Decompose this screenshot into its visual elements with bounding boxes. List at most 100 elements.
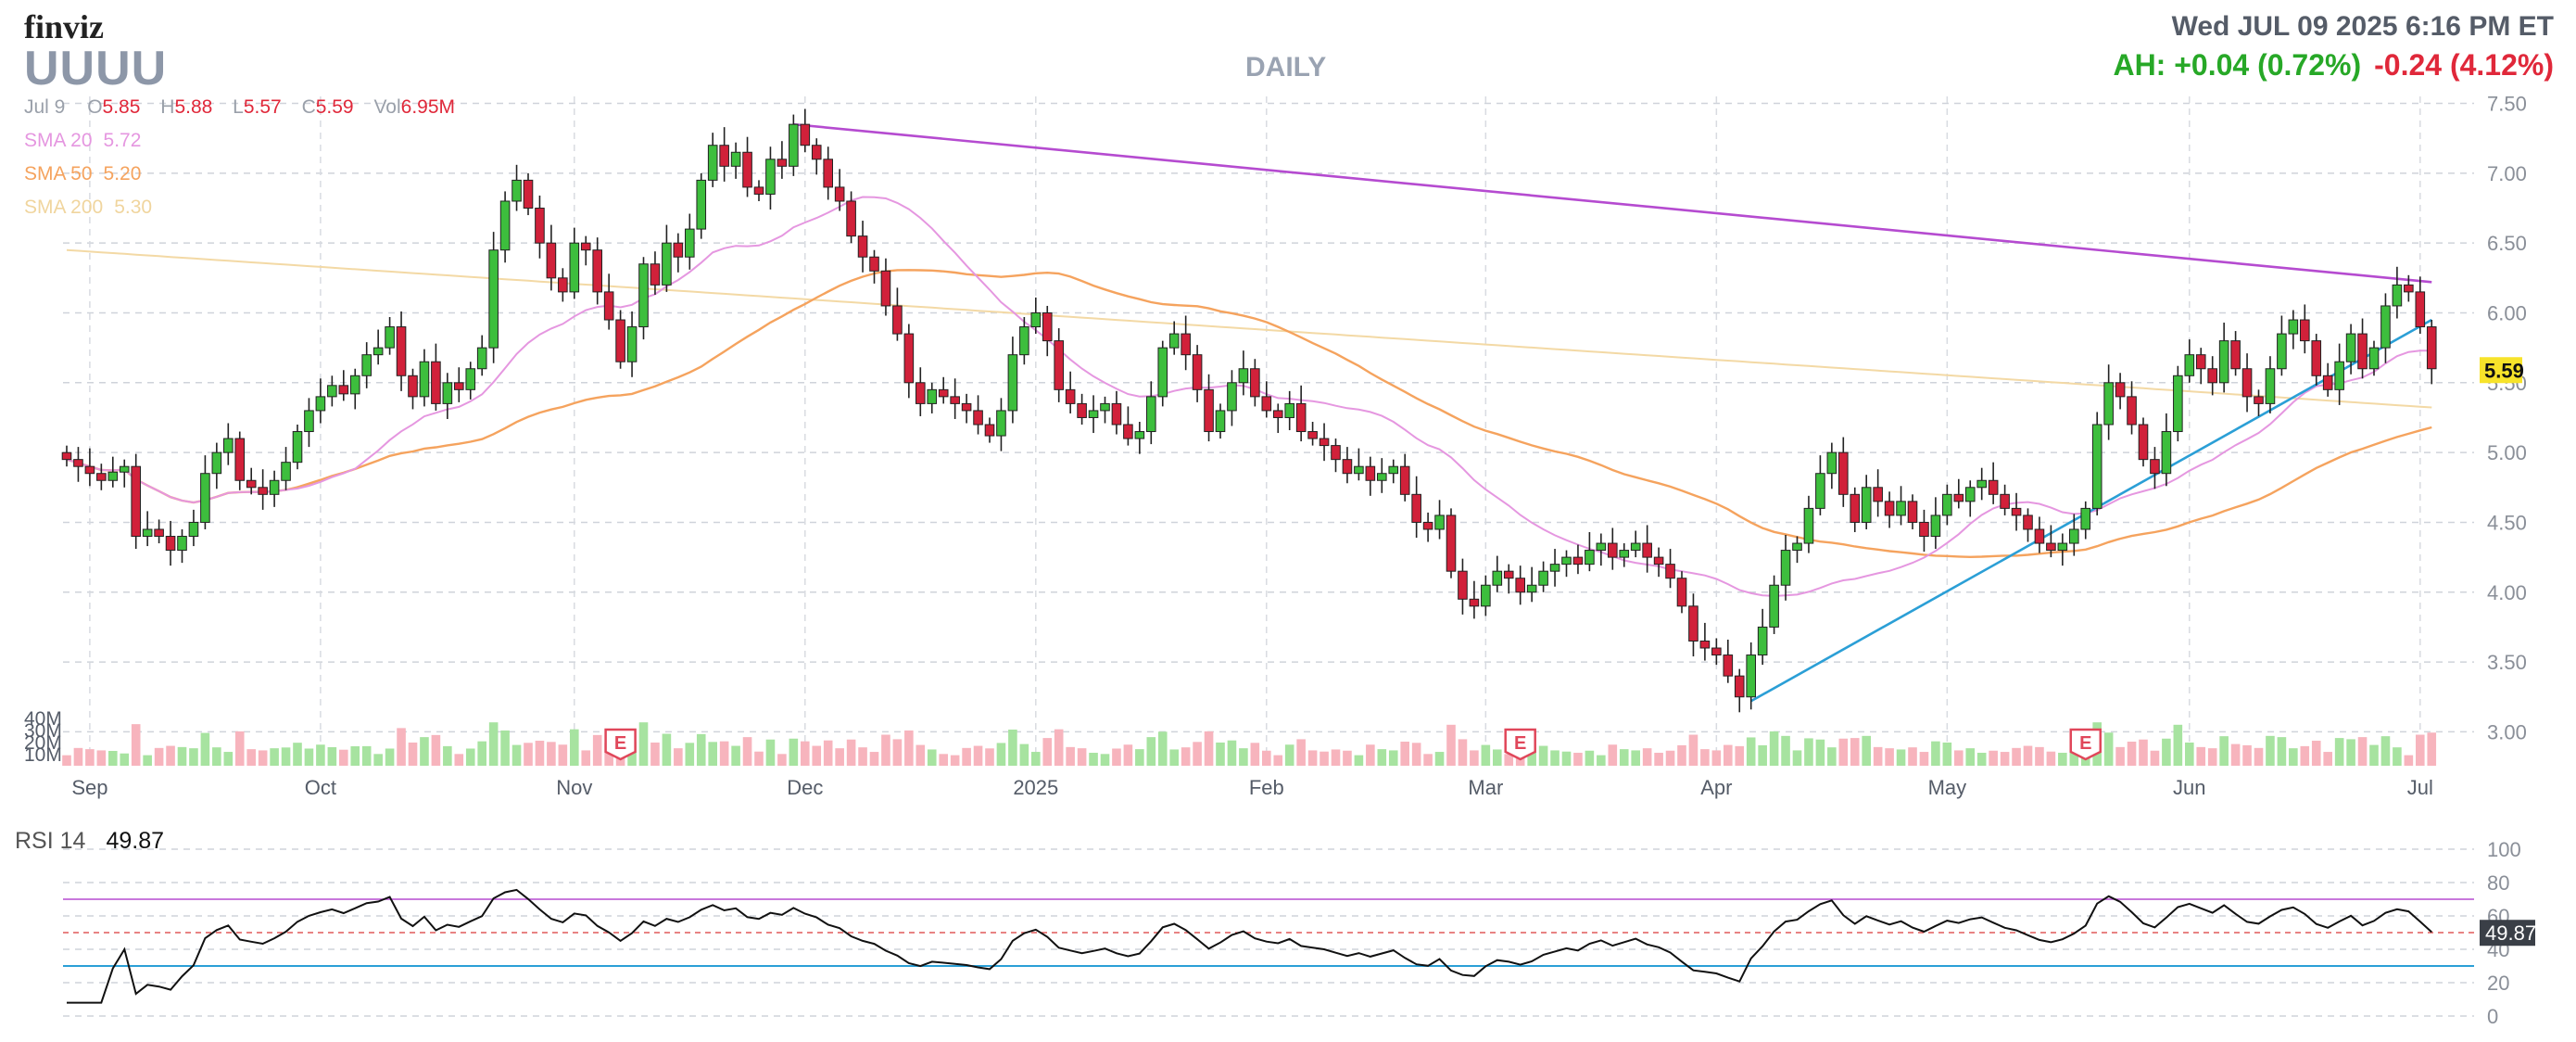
volume-bar-72: [892, 739, 903, 766]
candle-body-198: [2345, 333, 2356, 362]
volume-bar-138: [1654, 753, 1663, 766]
volume-bar-194: [2300, 745, 2310, 766]
candle-body-147: [1757, 626, 1768, 656]
candle-body-31: [419, 361, 430, 398]
candle-body-140: [1676, 578, 1687, 607]
sma200-label: SMA 200: [24, 197, 104, 218]
candle-body-103: [1250, 368, 1260, 398]
rsi-legend: RSI 14 49.87: [15, 828, 164, 855]
volume-bar-199: [2357, 737, 2368, 766]
candle-body-148: [1769, 584, 1779, 628]
candle-body-57: [719, 145, 729, 167]
candle-body-178: [2115, 382, 2126, 398]
rsi-tick-0: 100: [2487, 838, 2521, 861]
volume-bar-133: [1597, 755, 1606, 766]
candle-body-109: [1319, 438, 1330, 447]
volume-bar-102: [1239, 748, 1248, 766]
volume-bar-168: [2000, 752, 2010, 766]
volume-bar-201: [2380, 736, 2391, 766]
date-tick-0: Sep: [71, 776, 107, 799]
volume-bar-193: [2289, 748, 2298, 766]
candle-body-92: [1123, 424, 1133, 439]
finviz-logo[interactable]: finviz: [24, 8, 104, 45]
volume-bar-159: [1896, 749, 1906, 766]
candle-body-70: [869, 256, 879, 272]
volume-bar-108: [1307, 750, 1318, 766]
candle-body-36: [476, 347, 487, 370]
candle-body-111: [1342, 459, 1353, 475]
volume-bar-69: [858, 747, 867, 766]
candle-body-141: [1688, 605, 1698, 642]
candle-body-29: [396, 326, 407, 376]
volume-bar-7: [143, 755, 152, 766]
candle-body-150: [1792, 542, 1802, 552]
volume-bar-160: [1908, 747, 1917, 766]
candle-body-74: [915, 382, 926, 404]
volume-bar-24: [339, 749, 348, 766]
volume-bar-152: [1815, 739, 1825, 766]
candle-body-56: [707, 145, 718, 181]
volume-bar-198: [2346, 739, 2355, 766]
volume-bar-46: [592, 734, 602, 766]
candle-body-33: [442, 382, 453, 404]
volume-bar-117: [1411, 743, 1421, 766]
candle-body-46: [592, 249, 603, 293]
earnings-marker-2: E: [2069, 728, 2102, 761]
candle-body-107: [1295, 402, 1307, 433]
volume-bar-103: [1250, 743, 1260, 766]
volume-bar-34: [454, 754, 464, 766]
volume-bar-173: [2058, 753, 2067, 766]
candle-body-17: [258, 487, 268, 495]
volume-bar-71: [881, 734, 890, 766]
volume-bar-43: [558, 744, 568, 766]
volume-bar-57: [719, 741, 729, 766]
volume-bar-174: [2069, 750, 2079, 766]
price-badge: 5.59: [2484, 359, 2524, 382]
volume-bar-150: [1792, 750, 1802, 766]
candle-body-86: [1054, 340, 1065, 390]
timeframe-label[interactable]: DAILY: [1245, 52, 1327, 83]
volume-bar-90: [1100, 754, 1110, 766]
volume-bar-86: [1054, 729, 1064, 766]
volume-tick-3: 10M: [24, 744, 62, 766]
price-change: AH: +0.04 (0.72%) -0.24 (4.12%): [2113, 48, 2554, 83]
candle-body-13: [211, 451, 222, 475]
date-tick-5: Feb: [1249, 776, 1284, 799]
price-grid: [63, 96, 2474, 762]
candles: [61, 108, 2437, 713]
candle-body-125: [1503, 570, 1514, 579]
rsi-tick-1: 80: [2487, 871, 2509, 895]
candle-body-94: [1146, 396, 1156, 433]
earnings-marker-label-1: E: [1514, 733, 1526, 754]
candle-body-159: [1896, 501, 1906, 516]
candle-body-83: [1019, 326, 1029, 356]
volume-bar-63: [789, 738, 799, 766]
candle-body-67: [834, 186, 845, 202]
volume-label: Vol: [373, 96, 401, 118]
candle-body-82: [1007, 354, 1018, 412]
sma200-legend: SMA 200 5.30: [24, 197, 152, 219]
volume-bar-190: [2254, 747, 2264, 766]
earnings-marker-shape-1: [1504, 728, 1536, 761]
volume-bar-101: [1227, 740, 1237, 766]
volume-bar-22: [316, 744, 325, 766]
candle-body-66: [823, 159, 834, 188]
candle-body-53: [673, 242, 684, 258]
date-tick-1: Oct: [305, 776, 336, 799]
sma-lines: [66, 196, 2432, 597]
trendlines: [793, 122, 2432, 703]
candle-body-69: [857, 235, 868, 258]
candle-body-165: [1964, 487, 1976, 502]
candle-body-158: [1884, 501, 1895, 516]
volume-bar-14: [223, 752, 234, 766]
volume-bar-31: [420, 737, 429, 766]
rsi-badge-bg: [2480, 920, 2535, 947]
volume-bar-187: [2219, 736, 2229, 766]
volume-bar-127: [1527, 747, 1536, 766]
candle-body-58: [730, 151, 741, 167]
candle-body-63: [789, 123, 799, 167]
candle-body-61: [765, 159, 776, 195]
resistance-trendline: [793, 122, 2432, 284]
